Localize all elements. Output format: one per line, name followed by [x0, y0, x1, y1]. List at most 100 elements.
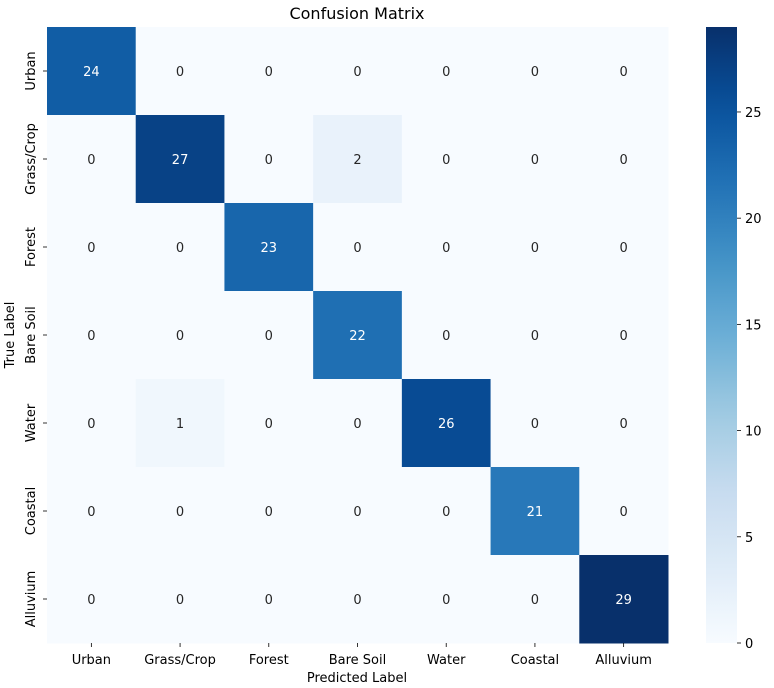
- heatmap-cell: [47, 115, 137, 204]
- colorbar-ticks: 0 5 10 15 20 25: [737, 106, 762, 652]
- y-tick-label: Bare Soil: [24, 306, 39, 364]
- cell-value-label: 0: [531, 329, 539, 344]
- heatmap-cell: [47, 467, 137, 556]
- cell-value-label: 0: [442, 241, 450, 256]
- cell-value-label: 2: [353, 153, 361, 168]
- cell-value-label: 0: [87, 505, 95, 520]
- cell-value-label: 1: [176, 417, 184, 432]
- heatmap-cell: [47, 555, 137, 644]
- cell-value-label: 23: [261, 241, 278, 256]
- cell-value-label: 29: [615, 593, 632, 608]
- heatmap-cell: [490, 203, 580, 292]
- x-tick-label: Water: [427, 653, 466, 668]
- cell-value-label: 0: [87, 329, 95, 344]
- colorbar-tick-label: 5: [745, 531, 753, 546]
- heatmap-cell: [135, 379, 225, 468]
- heatmap-cell: [135, 203, 225, 292]
- cell-value-label: 0: [442, 65, 450, 80]
- cell-value-label: 0: [353, 241, 361, 256]
- heatmap-cell: [135, 115, 225, 204]
- heatmap-cell: [135, 467, 225, 556]
- heatmap-cell: [313, 115, 403, 204]
- heatmap-cell: [579, 467, 669, 556]
- heatmap-cell: [490, 467, 580, 556]
- cell-value-label: 22: [349, 329, 366, 344]
- heatmap-cell: [401, 467, 492, 556]
- cell-value-label: 0: [87, 153, 95, 168]
- y-tick-label: Coastal: [24, 487, 39, 535]
- cell-value-label: 0: [620, 153, 628, 168]
- cell-value-label: 0: [87, 417, 95, 432]
- cell-value-label: 0: [531, 593, 539, 608]
- heatmap-cell: [313, 291, 403, 380]
- heatmap-cell: [579, 27, 669, 116]
- cell-value-label: 0: [265, 65, 273, 80]
- heatmap-cell: [401, 203, 492, 292]
- heatmap-cell: [313, 203, 403, 292]
- colorbar: [706, 27, 737, 643]
- cell-value-label: 0: [265, 329, 273, 344]
- cell-value-label: 0: [531, 417, 539, 432]
- heatmap-cell: [490, 379, 580, 468]
- heatmap-cell: [490, 555, 580, 644]
- cell-value-label: 0: [87, 241, 95, 256]
- heatmap-cell: [313, 27, 403, 116]
- x-tick-label: Grass/Crop: [144, 653, 216, 668]
- heatmap-cell: [224, 291, 314, 380]
- cell-value-label: 21: [527, 505, 544, 520]
- heatmap-cell: [579, 291, 669, 380]
- x-tick-label: Forest: [249, 653, 289, 668]
- x-axis-label: Predicted Label: [307, 671, 407, 686]
- heatmap-cell: [490, 291, 580, 380]
- cell-value-label: 24: [83, 65, 100, 80]
- cell-labels: 24 0 0 0 0 0 0 0 27 0 2 0 0 0 0 0 23 0 0 0 0 0 0 0 22 0 0 0 0 1 0 0 26 0 0…: [83, 65, 632, 608]
- heatmap-cell: [224, 115, 314, 204]
- chart-title: Confusion Matrix: [289, 4, 424, 23]
- cell-value-label: 0: [87, 593, 95, 608]
- cell-value-label: 0: [265, 417, 273, 432]
- heatmap-cell: [224, 203, 314, 292]
- cell-value-label: 26: [438, 417, 455, 432]
- colorbar-tick-label: 25: [745, 106, 762, 121]
- x-tick-label: Alluvium: [595, 653, 652, 668]
- x-tick-label: Coastal: [511, 653, 559, 668]
- x-axis-ticks: Urban Grass/Crop Forest Bare Soil Water Coast…: [72, 643, 652, 668]
- heatmap-cells: [47, 27, 669, 644]
- cell-value-label: 0: [442, 505, 450, 520]
- cell-value-label: 0: [265, 505, 273, 520]
- heatmap-cell: [401, 555, 492, 644]
- heatmap-cell: [490, 115, 580, 204]
- heatmap-cell: [313, 467, 403, 556]
- heatmap-cell: [224, 379, 314, 468]
- cell-value-label: 0: [353, 505, 361, 520]
- cell-value-label: 0: [620, 65, 628, 80]
- cell-value-label: 0: [531, 241, 539, 256]
- colorbar-tick-label: 20: [745, 212, 762, 227]
- cell-value-label: 0: [265, 153, 273, 168]
- heatmap-cell: [579, 203, 669, 292]
- heatmap-cell: [47, 291, 137, 380]
- cell-value-label: 0: [176, 65, 184, 80]
- cell-value-label: 0: [265, 593, 273, 608]
- colorbar-tick-label: 0: [745, 637, 753, 652]
- x-tick-label: Bare Soil: [329, 653, 387, 668]
- cell-value-label: 0: [353, 65, 361, 80]
- cell-value-label: 0: [176, 505, 184, 520]
- heatmap-cell: [313, 555, 403, 644]
- cell-value-label: 0: [176, 241, 184, 256]
- cell-value-label: 0: [176, 593, 184, 608]
- heatmap-cell: [579, 379, 669, 468]
- heatmap-cell: [401, 115, 492, 204]
- heatmap-cell: [401, 379, 492, 468]
- y-tick-label: Alluvium: [24, 571, 39, 628]
- heatmap-cell: [401, 291, 492, 380]
- heatmap-cell: [579, 555, 669, 644]
- y-axis-label: True Label: [3, 302, 18, 370]
- cell-value-label: 0: [442, 153, 450, 168]
- heatmap-cell: [47, 203, 137, 292]
- x-tick-label: Urban: [72, 653, 111, 668]
- heatmap-cell: [490, 27, 580, 116]
- heatmap-cell: [135, 555, 225, 644]
- heatmap-cell: [47, 379, 137, 468]
